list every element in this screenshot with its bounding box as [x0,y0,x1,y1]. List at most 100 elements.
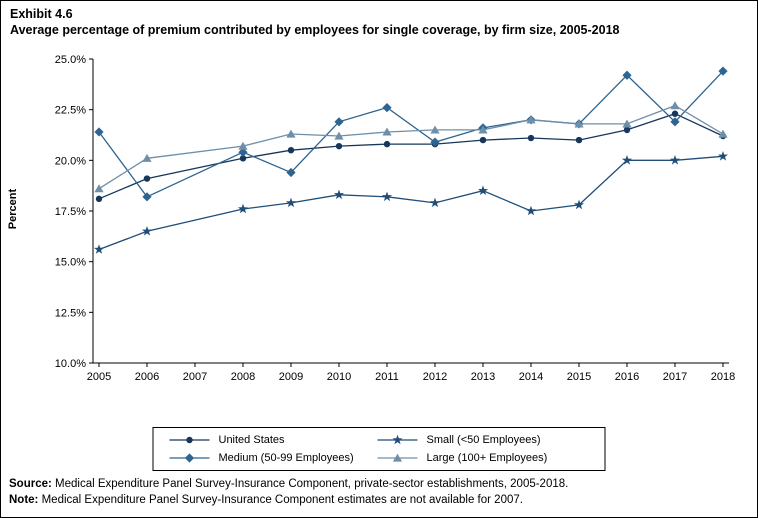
x-tick-label: 2007 [183,371,207,383]
source-label: Source: [9,478,52,490]
data-point-star [333,189,345,200]
data-point-star [285,197,297,208]
legend-label: United States [218,434,285,446]
y-axis-ticks: 10.0% 12.5% 15.0% 17.5% 20.0% 22.5% 25.0% [55,54,93,370]
x-tick-label: 2014 [519,371,543,383]
source-text: Medical Expenditure Panel Survey-Insuran… [55,478,569,490]
x-tick-label: 2005 [87,371,111,383]
data-point-star [621,155,633,165]
data-point-star [429,197,441,208]
data-point-diamond [184,453,195,463]
data-point-triangle [574,119,584,128]
data-point-diamond [718,66,728,76]
legend-item: Medium (50-99 Employees) [168,452,368,464]
data-point-circle [575,136,583,144]
line-chart: 10.0%12.5%15.0%17.5%20.0%22.5%25.0%2005 2… [55,54,735,383]
legend-item: Small (<50 Employees) [376,434,591,446]
data-point-diamond [382,103,392,113]
legend: United States Small (<50 Employees) Medi… [152,427,606,471]
data-point-circle [186,436,193,444]
source-line: Source: Medical Expenditure Panel Survey… [9,478,568,490]
data-point-triangle [526,115,536,124]
data-point-circle [623,126,631,134]
x-tick-label: 2012 [423,371,447,383]
data-point-triangle [622,119,632,128]
data-point-diamond [238,147,248,157]
data-point-triangle [334,131,344,140]
x-tick-label: 2010 [327,371,351,383]
data-point-star [669,155,681,165]
y-tick-label: 12.5% [55,307,86,319]
legend-label: Medium (50-99 Employees) [218,452,354,464]
series-line [98,70,724,198]
x-tick-label: 2006 [135,371,159,383]
x-tick-label: 2013 [471,371,495,383]
legend-marker-star [377,434,418,445]
x-tick-label: 2009 [279,371,303,383]
note-text: Medical Expenditure Panel Survey-Insuran… [41,494,523,506]
y-axis-title: Percent [7,188,19,230]
data-point-star [141,225,153,236]
series-line [98,155,724,251]
series-large-100-employees- [94,101,728,193]
data-point-circle [239,155,247,162]
data-point-diamond [430,137,440,147]
data-point-triangle [286,129,296,138]
data-point-circle [527,134,535,142]
data-point-triangle [238,141,248,150]
legend-item: United States [168,434,368,446]
data-point-triangle [382,127,392,136]
data-point-circle [383,140,391,148]
x-tick-label: 2018 [711,371,735,383]
data-point-diamond [670,117,680,127]
x-tick-label: 2015 [567,371,591,383]
data-point-diamond [286,167,296,178]
y-tick-label: 10.0% [55,358,86,370]
x-tick-label: 2008 [231,371,255,383]
data-point-triangle [430,125,440,134]
data-point-diamond [94,127,104,137]
legend-item: Large (100+ Employees) [376,452,591,464]
plot-area: 10.0% 12.5% 15.0% 17.5% 20.0% 22.5% 25.0% 2005 2… [37,51,737,391]
data-point-triangle [142,153,152,162]
data-point-star [93,244,105,254]
legend-marker-diamond [169,453,210,463]
note-label: Note: [9,494,39,506]
data-point-star [237,203,249,214]
x-axis-ticks: 2005 2006 2007 2008 2009 2010 2011 2012 2013 2014… [87,363,735,383]
data-point-circle [95,195,103,203]
data-point-circle [335,142,343,150]
data-point-triangle [670,101,680,110]
data-point-star [477,185,489,196]
data-point-circle [479,136,487,144]
data-point-triangle [94,184,104,193]
x-tick-label: 2017 [663,371,687,383]
data-point-star [381,191,393,202]
y-tick-label: 22.5% [55,105,86,117]
exhibit-label: Exhibit 4.6 [10,7,73,21]
note-line: Note: Medical Expenditure Panel Survey-I… [9,494,523,506]
series-small-50-employees- [93,150,729,254]
data-point-diamond [142,192,152,202]
data-point-triangle [478,125,488,134]
x-tick-label: 2016 [615,371,639,383]
chart-title: Average percentage of premium contribute… [10,23,620,37]
axes [92,59,729,364]
data-point-triangle [718,129,728,138]
data-point-diamond [334,117,344,127]
data-point-circle [287,147,295,154]
legend-label: Large (100+ Employees) [426,452,548,464]
data-point-circle [143,175,151,182]
data-point-star [525,205,537,216]
data-point-star [392,434,403,445]
data-point-circle [671,110,679,117]
y-tick-label: 25.0% [55,54,86,66]
data-point-triangle [392,453,403,462]
legend-marker-triangle [377,453,418,462]
y-tick-label: 15.0% [55,257,86,269]
x-tick-label: 2011 [375,371,399,383]
legend-label: Small (<50 Employees) [426,434,541,446]
legend-marker-circle [169,436,210,444]
data-point-star [717,150,729,161]
